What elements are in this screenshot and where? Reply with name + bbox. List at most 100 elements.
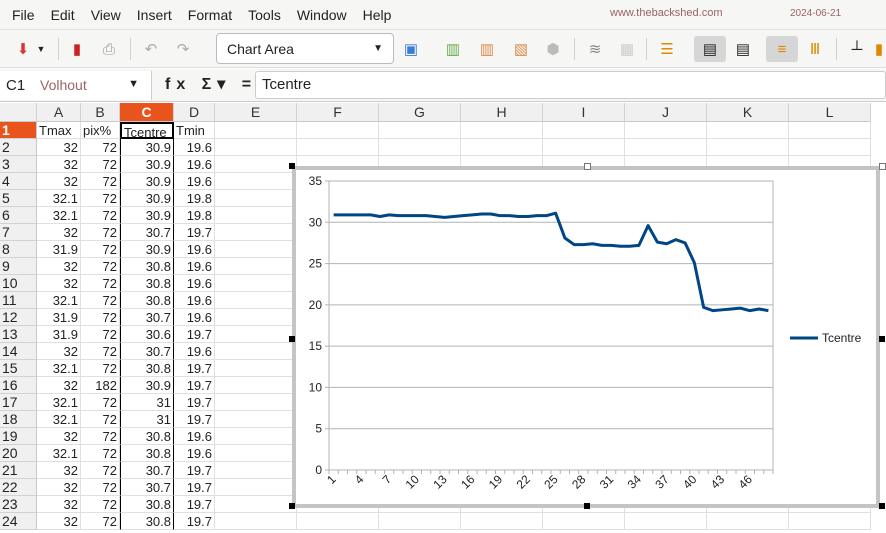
menu-tools[interactable]: Tools	[248, 6, 281, 23]
row-header[interactable]: 10	[0, 275, 37, 292]
cell[interactable]	[215, 411, 297, 428]
cell[interactable]: 72	[81, 241, 120, 258]
header-cell[interactable]: Tmax	[37, 122, 81, 139]
cell[interactable]: 72	[81, 360, 120, 377]
cell[interactable]: 72	[81, 258, 120, 275]
function-wizard-icon[interactable]: fx Σ▾ =	[165, 76, 258, 93]
resize-handle[interactable]	[584, 503, 590, 509]
column-header-i[interactable]: I	[543, 103, 625, 122]
cell[interactable]	[215, 462, 297, 479]
cell[interactable]: 32	[37, 156, 81, 173]
cell[interactable]	[215, 377, 297, 394]
cell[interactable]: 32	[37, 343, 81, 360]
cell[interactable]: 72	[81, 156, 120, 173]
cell[interactable]: 32	[37, 173, 81, 190]
row-header[interactable]: 6	[0, 207, 37, 224]
cell[interactable]: 72	[81, 275, 120, 292]
cell[interactable]: 32	[37, 462, 81, 479]
menu-window[interactable]: Window	[296, 6, 347, 23]
cell[interactable]: 72	[81, 190, 120, 207]
cell[interactable]	[215, 207, 297, 224]
cell[interactable]: 72	[81, 224, 120, 241]
cell[interactable]: 32.1	[37, 445, 81, 462]
row-header[interactable]: 14	[0, 343, 37, 360]
row-header[interactable]: 5	[0, 190, 37, 207]
cell[interactable]: 19.6	[174, 309, 215, 326]
row-header[interactable]: 12	[0, 309, 37, 326]
header-cell[interactable]: pix%	[81, 122, 120, 139]
cell[interactable]: 19.6	[174, 156, 215, 173]
cell[interactable]: 32	[37, 258, 81, 275]
cell[interactable]: 31.9	[37, 241, 81, 258]
vertical-grids-icon[interactable]: Ⅲ	[809, 41, 821, 58]
column-header-b[interactable]: B	[81, 103, 120, 122]
cell[interactable]: 72	[81, 207, 120, 224]
more-icon[interactable]: ▮	[874, 41, 884, 58]
cell[interactable]: 19.7	[174, 411, 215, 428]
cell[interactable]: 31	[120, 394, 174, 411]
cell[interactable]	[215, 258, 297, 275]
row-header[interactable]: 18	[0, 411, 37, 428]
cell[interactable]: 31.9	[37, 326, 81, 343]
header-cell[interactable]	[297, 122, 379, 139]
cell[interactable]: 19.6	[174, 241, 215, 258]
cell[interactable]	[461, 513, 543, 530]
cell[interactable]: 72	[81, 326, 120, 343]
cell[interactable]: 30.8	[120, 428, 174, 445]
row-header[interactable]: 16	[0, 377, 37, 394]
cell[interactable]: 19.7	[174, 377, 215, 394]
cell[interactable]	[215, 360, 297, 377]
cell[interactable]: 31	[120, 411, 174, 428]
cell[interactable]: 30.7	[120, 343, 174, 360]
cell[interactable]: 30.8	[120, 496, 174, 513]
column-header-c[interactable]: C	[120, 103, 174, 122]
cell[interactable]	[789, 513, 871, 530]
cell[interactable]	[215, 343, 297, 360]
cell[interactable]	[707, 513, 789, 530]
cell[interactable]: 30.9	[120, 377, 174, 394]
row-header[interactable]: 4	[0, 173, 37, 190]
cell[interactable]	[215, 496, 297, 513]
cell[interactable]: 32.1	[37, 207, 81, 224]
cell[interactable]: 72	[81, 292, 120, 309]
cell[interactable]: 32	[37, 275, 81, 292]
cell[interactable]	[215, 156, 297, 173]
corner-select-all[interactable]	[0, 103, 37, 122]
resize-handle[interactable]	[289, 163, 295, 169]
cell[interactable]: 32	[37, 496, 81, 513]
cell[interactable]: 30.6	[120, 326, 174, 343]
cell[interactable]: 30.9	[120, 207, 174, 224]
menu-edit[interactable]: Edit	[50, 6, 75, 23]
redo-icon[interactable]: ↷	[176, 41, 190, 58]
dropdown-arrow-icon[interactable]: ▼	[36, 44, 46, 54]
cell[interactable]	[707, 139, 789, 156]
chart-data-icon[interactable]: ≋	[588, 41, 602, 58]
cell[interactable]: 30.8	[120, 360, 174, 377]
cell[interactable]: 72	[81, 496, 120, 513]
row-header[interactable]: 22	[0, 479, 37, 496]
header-cell[interactable]	[543, 122, 625, 139]
menu-view[interactable]: View	[90, 6, 121, 23]
cell[interactable]	[215, 309, 297, 326]
cell[interactable]	[379, 513, 461, 530]
cell[interactable]	[215, 394, 297, 411]
cell[interactable]	[215, 224, 297, 241]
cell[interactable]	[215, 479, 297, 496]
cell[interactable]: 19.8	[174, 207, 215, 224]
cell[interactable]: 72	[81, 139, 120, 156]
cell[interactable]: 19.7	[174, 224, 215, 241]
cell[interactable]: 19.7	[174, 513, 215, 530]
cell[interactable]: 19.6	[174, 139, 215, 156]
cell[interactable]	[215, 190, 297, 207]
cell[interactable]	[215, 445, 297, 462]
menu-file[interactable]: File	[12, 6, 35, 23]
column-header-f[interactable]: F	[297, 103, 379, 122]
cell[interactable]	[789, 139, 871, 156]
format-selection-icon[interactable]: ▣	[403, 41, 419, 58]
resize-handle[interactable]	[584, 163, 591, 170]
3d-view-icon[interactable]: ⬢	[546, 41, 560, 58]
cell[interactable]: 30.8	[120, 513, 174, 530]
cell[interactable]: 72	[81, 394, 120, 411]
cell[interactable]: 30.9	[120, 173, 174, 190]
cell[interactable]	[625, 139, 707, 156]
